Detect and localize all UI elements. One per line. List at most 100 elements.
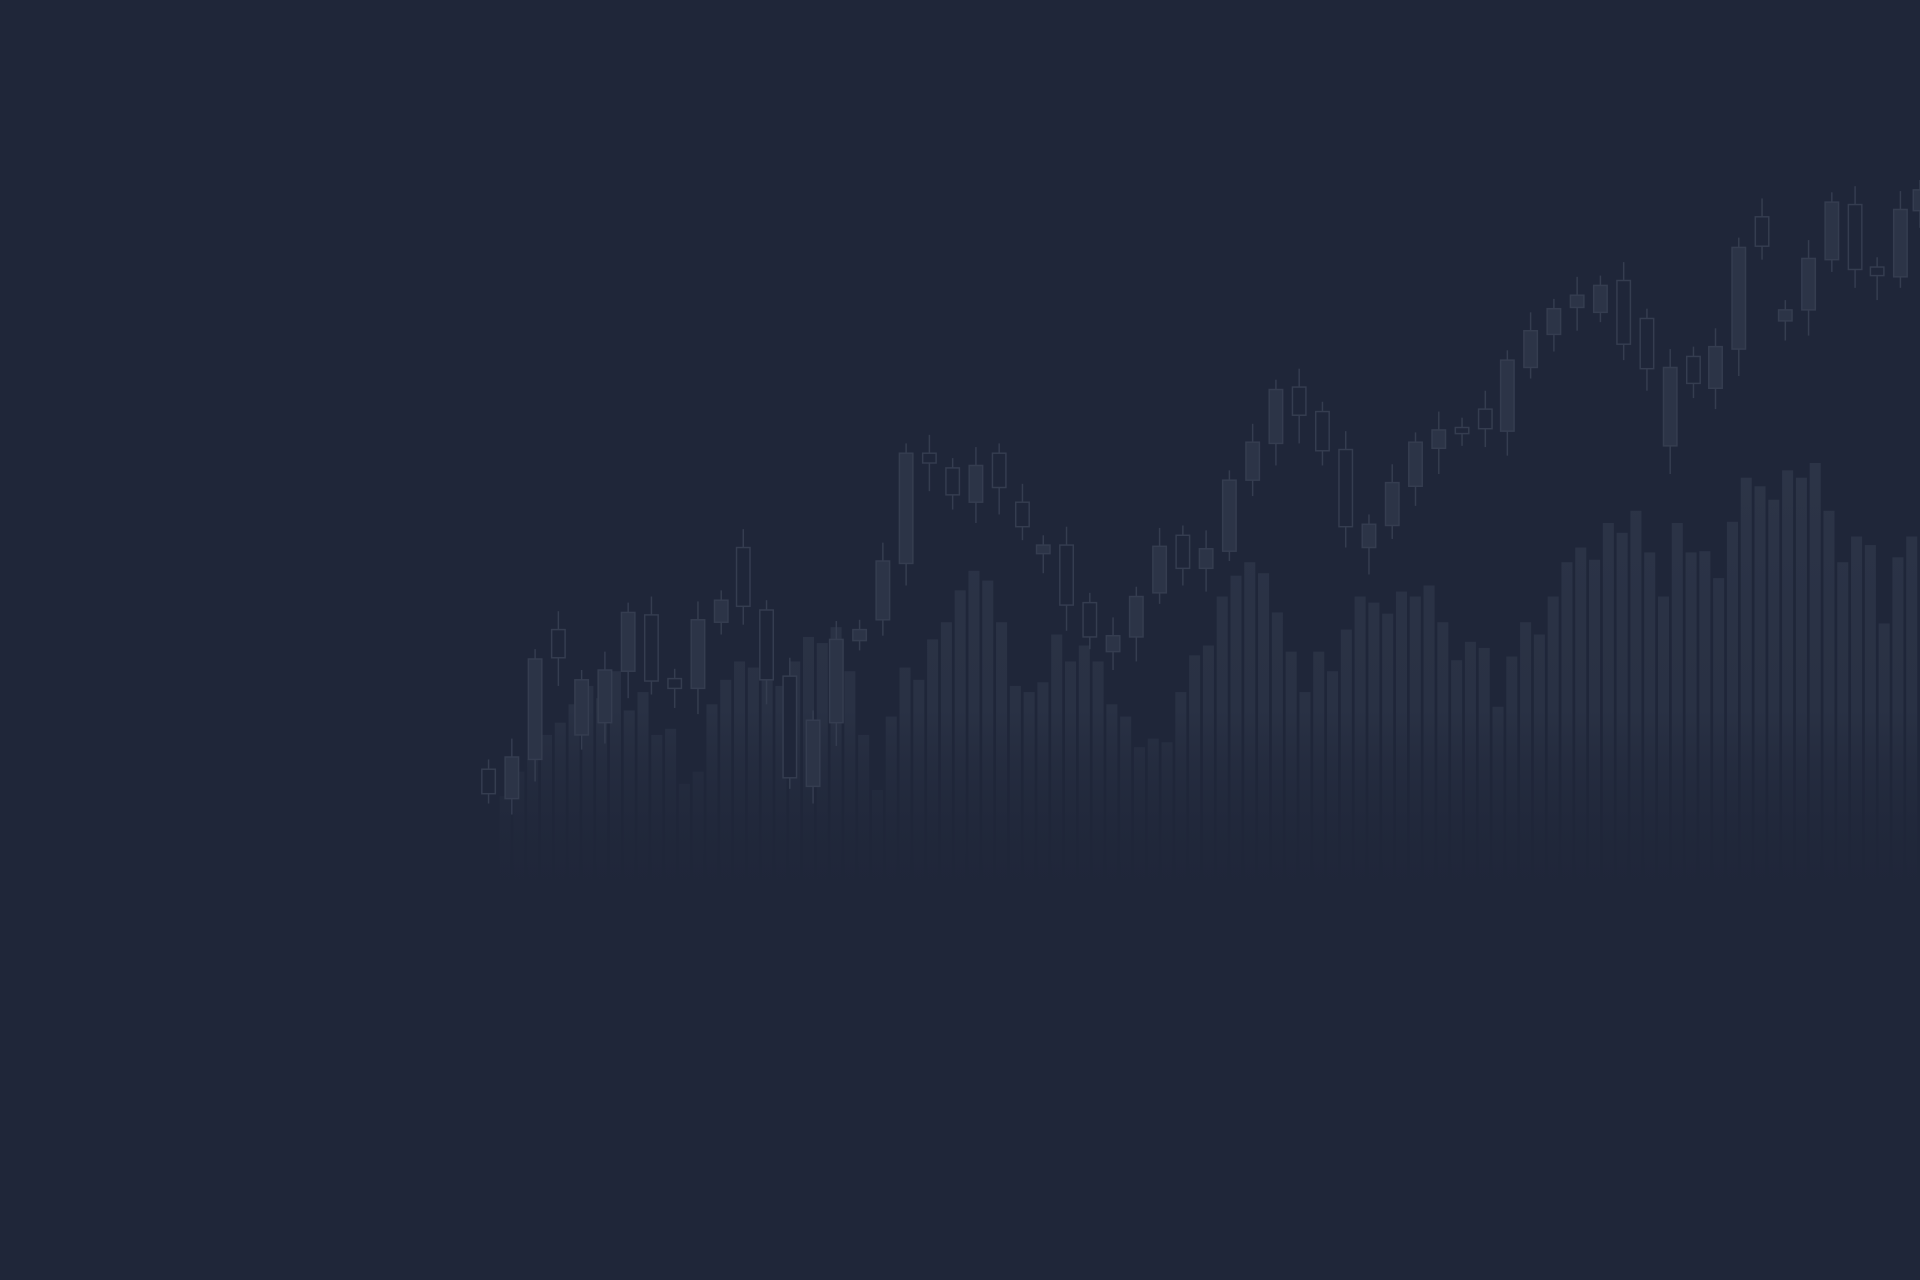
decorative-candle [945,467,961,496]
decorative-bar [1892,557,1904,913]
decorative-bar [1837,562,1849,913]
decorative-candle [1338,448,1354,528]
decorative-bar [1161,742,1173,913]
decorative-bar [706,704,718,913]
decorative-bar [651,734,663,913]
decorative-bar [844,671,856,913]
decorative-bar [1202,645,1214,913]
decorative-bar [1368,602,1380,913]
decorative-bar [871,790,883,913]
decorative-bar [1754,486,1766,913]
decorative-candle [1847,203,1863,271]
decorative-bar [1216,596,1228,913]
decorative-candle [828,638,844,724]
decorative-bar [1616,532,1628,913]
decorative-bar [1106,704,1118,913]
decorative-candle [1035,544,1051,555]
decorative-candle [643,614,659,682]
decorative-candle [968,464,984,503]
decorative-bar [527,759,539,913]
decorative-bar [1451,660,1463,913]
decorative-candle [1361,523,1377,549]
decorative-bar [1189,655,1201,913]
decorative-candle [1686,355,1701,385]
decorative-bar [1768,499,1780,913]
decorative-candle [991,452,1007,489]
decorative-bar [899,667,911,913]
decorative-bar [1878,623,1890,913]
decorative-bar [789,661,801,913]
decorative-candle [1662,366,1678,447]
decorative-bar [734,661,746,913]
decorative-candle [1314,410,1330,452]
decorative-candle [1408,441,1423,488]
decorative-candle [875,560,891,621]
decorative-bar [1285,651,1297,913]
decorative-candle [713,599,729,623]
decorative-bar [1547,596,1559,913]
decorative-bar [1409,596,1421,913]
decorative-candle [1569,294,1585,309]
decorative-candle [1499,359,1515,432]
decorative-candle [1384,481,1400,527]
decorative-candle [1431,429,1447,450]
decorative-bar [637,692,649,913]
decorative-bar [623,710,635,913]
decorative-bar [775,685,787,913]
decorative-bar [913,679,925,913]
decorative-candle [1801,257,1817,311]
decorative-bar [1078,645,1090,913]
decorative-candle [1477,408,1493,430]
decorative-bar [1395,591,1407,913]
decorative-bar [1037,682,1049,913]
decorative-candle [1059,544,1074,606]
decorative-bar [761,679,773,913]
decorative-candle [1912,189,1920,212]
decorative-bar [1644,552,1656,913]
decorative-bar [1423,585,1435,913]
decorative-candle [898,452,914,565]
decorative-bar [1740,477,1752,913]
decorative-candle [504,756,520,800]
decorative-bar [996,622,1008,913]
decorative-candle [1014,501,1030,528]
decorative-candle [1892,208,1908,278]
decorative-candle [1754,216,1770,247]
decorative-bar [1657,596,1670,913]
decorative-candle [1546,307,1562,336]
decorative-bar [665,728,677,913]
decorative-candle [690,619,706,690]
decorative-bar [1340,629,1352,913]
decorative-candle [805,719,821,788]
decorative-bar [830,627,842,913]
decorative-candle [1152,545,1168,594]
decorative-candle [1268,388,1284,445]
decorative-candle [1175,534,1191,570]
decorative-bar [954,590,966,913]
decorative-bar [816,643,828,913]
decorative-bar [1630,510,1642,913]
decorative-bar [1478,647,1490,913]
decorative-bar [1464,641,1476,913]
decorative-candle [1869,266,1885,277]
decorative-bar [885,716,897,913]
decorative-bar [858,734,870,913]
decorative-bar [1809,463,1821,913]
decorative-candle [1105,634,1121,653]
decorative-bar [1120,716,1132,913]
decorative-bar [1713,578,1725,913]
decorative-candle [527,658,543,761]
decorative-bar [1602,523,1614,913]
decorative-candle [1291,386,1307,416]
decorative-bar [513,771,525,913]
decorative-candle [1616,279,1632,345]
decorative-bar [1271,612,1283,913]
decorative-candle [1245,441,1261,481]
decorative-bar [692,771,704,913]
decorative-bar [982,580,994,913]
decorative-candle [1777,309,1793,322]
decorative-bar [582,685,594,913]
decorative-bar [1671,523,1683,913]
decorative-bar [940,622,952,913]
